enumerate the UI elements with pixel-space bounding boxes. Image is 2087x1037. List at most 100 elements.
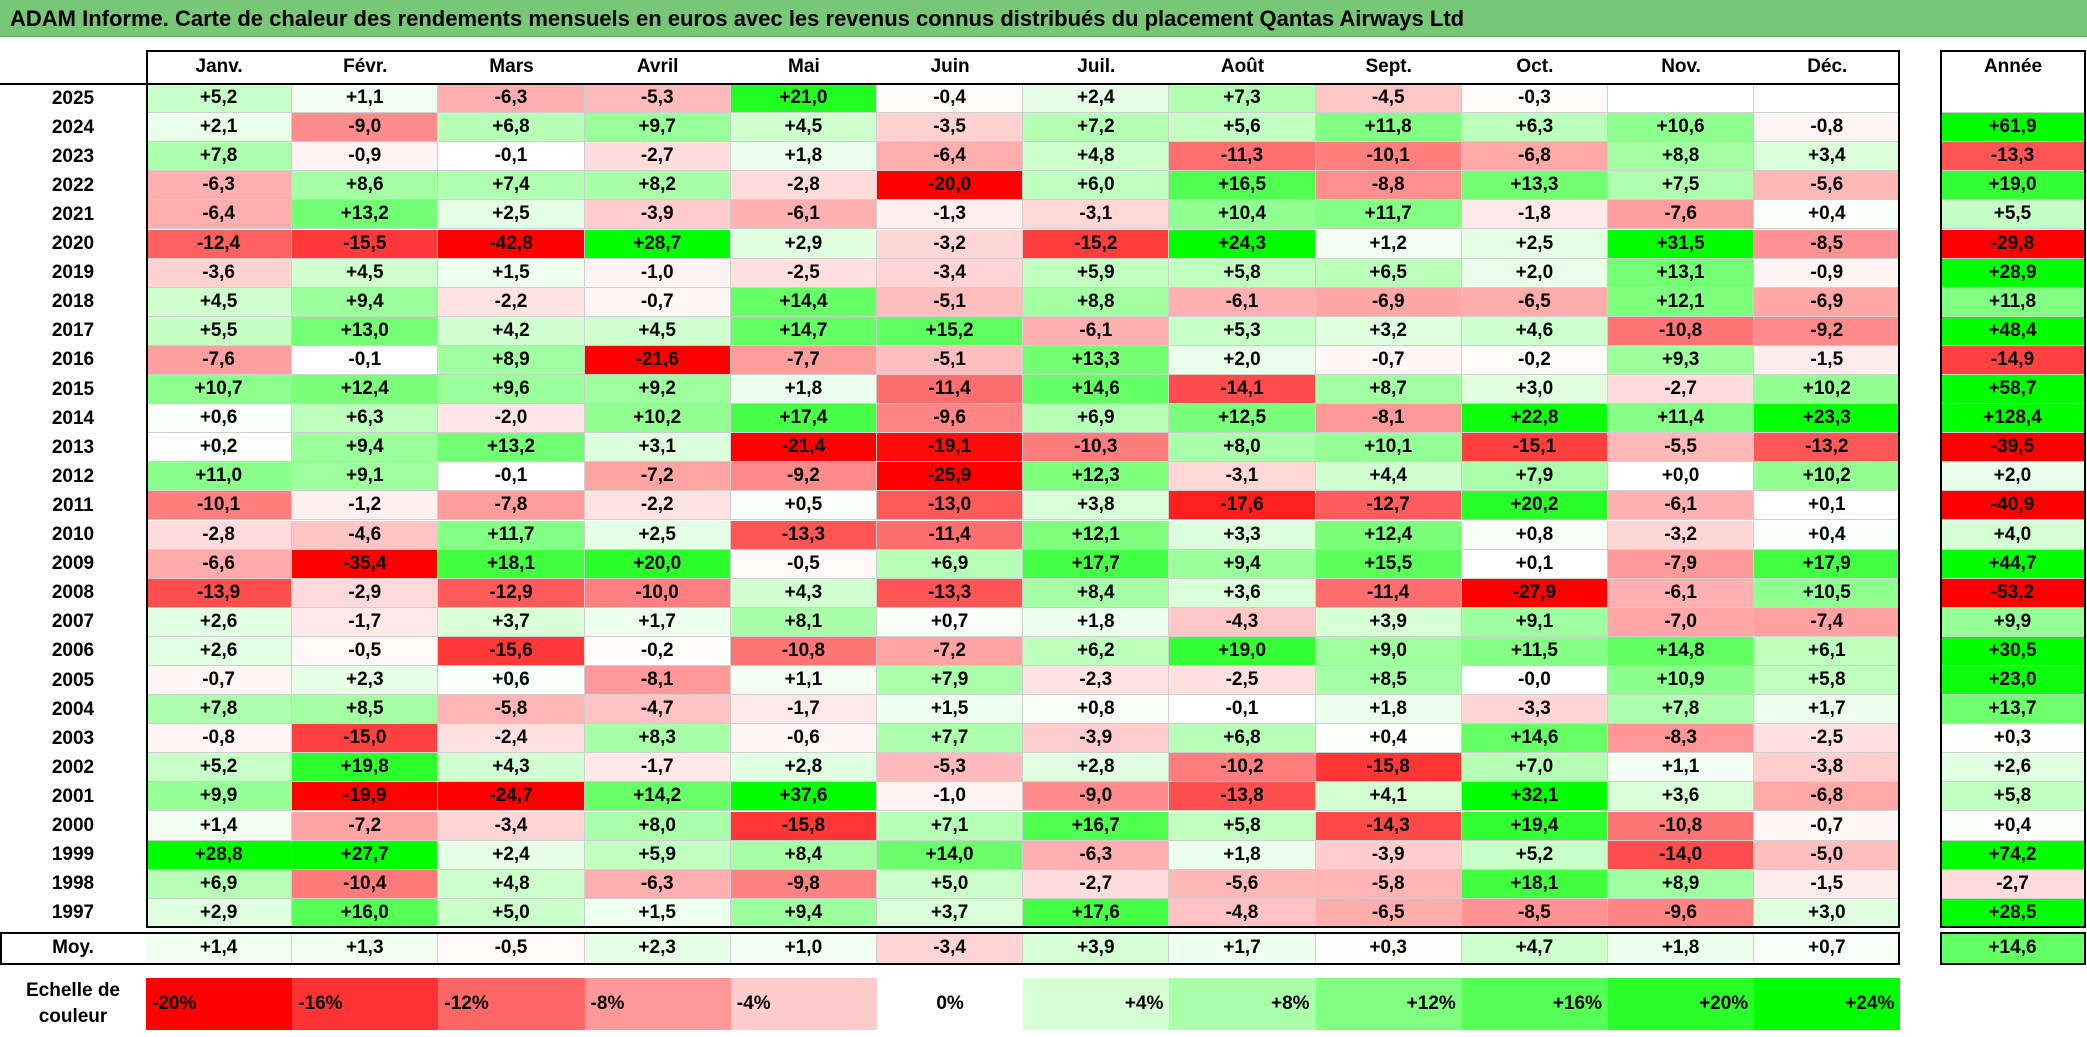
color-scale-stop: +20% [1608, 977, 1755, 1030]
heatmap-cell: +1,1 [730, 666, 877, 696]
heatmap-cell: +3,6 [1608, 782, 1755, 812]
column-header: Nov. [1661, 55, 1701, 77]
annual-column-header: Année [1983, 55, 2043, 77]
heatmap-cell: -19,1 [877, 433, 1024, 463]
heatmap-cell: -6,9 [1754, 287, 1901, 317]
heatmap-cell: +15,2 [877, 316, 1024, 346]
heatmap-cell: -9,8 [730, 869, 877, 899]
heatmap-cell: +13,3 [1023, 345, 1170, 375]
heatmap-cell: +3,6 [1169, 578, 1316, 608]
color-scale-stop: +16% [1461, 977, 1608, 1030]
year-label: 2014 [51, 407, 95, 429]
heatmap-cell: +12,4 [1315, 520, 1462, 550]
heatmap-cell: +5,6 [1169, 113, 1316, 143]
heatmap-cell: -6,1 [1608, 491, 1755, 521]
heatmap-cell: +3,0 [1461, 375, 1608, 405]
heatmap-cell: -13,2 [1754, 433, 1901, 463]
heatmap-cell: -6,1 [1608, 578, 1755, 608]
heatmap-cell: +10,4 [1169, 200, 1316, 230]
column-header: Mars [489, 55, 534, 77]
heatmap-cell: -5,6 [1169, 869, 1316, 899]
annual-cell: +5,8 [1940, 782, 2086, 812]
heatmap-cell: +6,0 [1023, 171, 1170, 201]
heatmap-cell: +8,8 [1023, 287, 1170, 317]
average-cell: -3,4 [877, 931, 1024, 965]
heatmap-cell: -13,9 [146, 578, 293, 608]
year-label: 2004 [51, 698, 95, 720]
heatmap-cell: -4,3 [1169, 607, 1316, 637]
heatmap-cell: -6,6 [146, 549, 293, 579]
annual-cell: +58,7 [1940, 375, 2086, 405]
heatmap-cell: +16,5 [1169, 171, 1316, 201]
heatmap-cell: +0,6 [438, 666, 585, 696]
heatmap-cell: -10,3 [1023, 433, 1170, 463]
annual-cell: +11,8 [1940, 287, 2086, 317]
heatmap-cell: -13,3 [877, 578, 1024, 608]
heatmap-cell: -2,2 [584, 491, 731, 521]
heatmap-cell: +7,2 [1023, 113, 1170, 143]
heatmap-cell: +7,9 [1461, 462, 1608, 492]
heatmap-cell: -21,4 [730, 433, 877, 463]
chart-title: ADAM Informe. Carte de chaleur des rende… [0, 0, 2087, 37]
year-label: 2001 [51, 785, 95, 807]
heatmap-cell: +1,1 [1608, 753, 1755, 783]
heatmap-cell: -17,6 [1169, 491, 1316, 521]
heatmap-cell: +8,4 [730, 840, 877, 870]
heatmap-cell: -15,6 [438, 636, 585, 666]
heatmap-cell: +10,5 [1754, 578, 1901, 608]
heatmap-cell: -2,4 [438, 724, 585, 754]
heatmap-cell: +0,1 [1754, 491, 1901, 521]
heatmap-cell: +13,3 [1461, 171, 1608, 201]
heatmap-cell: +9,6 [438, 375, 585, 405]
heatmap-cell: -25,9 [877, 462, 1024, 492]
annual-cell: +4,0 [1940, 520, 2086, 550]
column-header: Févr. [343, 55, 388, 77]
heatmap-cell: +7,9 [877, 666, 1024, 696]
heatmap-cell: +17,6 [1023, 898, 1170, 928]
heatmap-cell: -6,3 [146, 171, 293, 201]
column-header: Mai [788, 55, 820, 77]
heatmap-cell: -3,3 [1461, 695, 1608, 725]
color-scale-stop: -4% [730, 977, 877, 1030]
annual-cell: +2,0 [1940, 462, 2086, 492]
heatmap-cell: -0,8 [1754, 113, 1901, 143]
heatmap-cell: -14,3 [1315, 811, 1462, 841]
average-cell: +3,9 [1023, 931, 1170, 965]
annual-cell: +61,9 [1940, 113, 2086, 143]
heatmap-cell: -8,1 [1315, 404, 1462, 434]
heatmap-cell: +7,4 [438, 171, 585, 201]
heatmap-cell: -1,0 [584, 258, 731, 288]
heatmap-cell: -15,5 [292, 229, 439, 259]
heatmap-cell: +0,4 [1754, 520, 1901, 550]
heatmap-cell: +8,1 [730, 607, 877, 637]
heatmap-cell: -2,5 [730, 258, 877, 288]
heatmap-cell: +15,5 [1315, 549, 1462, 579]
column-header: Oct. [1516, 55, 1554, 77]
heatmap-cell: +21,0 [730, 84, 877, 114]
heatmap-cell: -12,7 [1315, 491, 1462, 521]
heatmap-cell: -0,5 [730, 549, 877, 579]
heatmap-cell: -3,9 [1315, 840, 1462, 870]
heatmap-cell: +2,4 [1023, 84, 1170, 114]
heatmap-cell: -4,6 [292, 520, 439, 550]
heatmap-cell: -9,2 [730, 462, 877, 492]
heatmap-cell: +1,2 [1315, 229, 1462, 259]
heatmap-cell: +9,2 [584, 375, 731, 405]
heatmap-cell: +10,1 [1315, 433, 1462, 463]
heatmap-cell: -7,0 [1608, 607, 1755, 637]
heatmap-cell: +8,8 [1608, 142, 1755, 172]
heatmap-cell: -19,9 [292, 782, 439, 812]
heatmap-cell: +8,0 [584, 811, 731, 841]
average-cell: +1,8 [1608, 931, 1755, 965]
heatmap-cell: +20,0 [584, 549, 731, 579]
heatmap-cell: -11,3 [1169, 142, 1316, 172]
heatmap-cell: +4,5 [292, 258, 439, 288]
heatmap-cell: -3,4 [438, 811, 585, 841]
heatmap-cell: +6,9 [146, 869, 293, 899]
heatmap-cell: +1,5 [584, 898, 731, 928]
heatmap-cell: -27,9 [1461, 578, 1608, 608]
heatmap-cell: -0,2 [1461, 345, 1608, 375]
heatmap-cell: +1,8 [1169, 840, 1316, 870]
heatmap-cell: -2,5 [1754, 724, 1901, 754]
heatmap-cell: -0,5 [292, 636, 439, 666]
